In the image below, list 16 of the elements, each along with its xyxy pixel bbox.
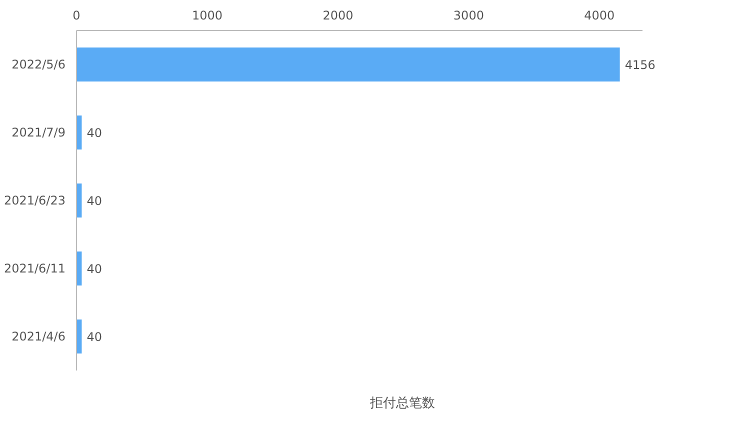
data-label: 40 bbox=[86, 262, 102, 276]
data-label: 4156 bbox=[624, 58, 656, 72]
data-label: 40 bbox=[86, 330, 102, 344]
data-label: 40 bbox=[86, 194, 102, 208]
y-tick-label: 2022/5/6 bbox=[12, 58, 66, 72]
text: 拒付总笔数 bbox=[370, 394, 435, 412]
x-tick-label: 1000 bbox=[192, 8, 223, 22]
x-tick-label: 2000 bbox=[322, 8, 354, 22]
y-tick-label: 2021/6/23 bbox=[4, 194, 66, 208]
x-tick-label: 4000 bbox=[584, 8, 615, 22]
y-tick-label: 2021/6/11 bbox=[4, 262, 66, 276]
data-label: 40 bbox=[86, 126, 102, 140]
x-tick-label: 0 bbox=[72, 8, 80, 22]
y-tick-label: 2021/7/9 bbox=[12, 126, 66, 140]
x-tick-label: 3000 bbox=[453, 8, 484, 22]
y-tick-label: 2021/4/6 bbox=[12, 330, 66, 344]
